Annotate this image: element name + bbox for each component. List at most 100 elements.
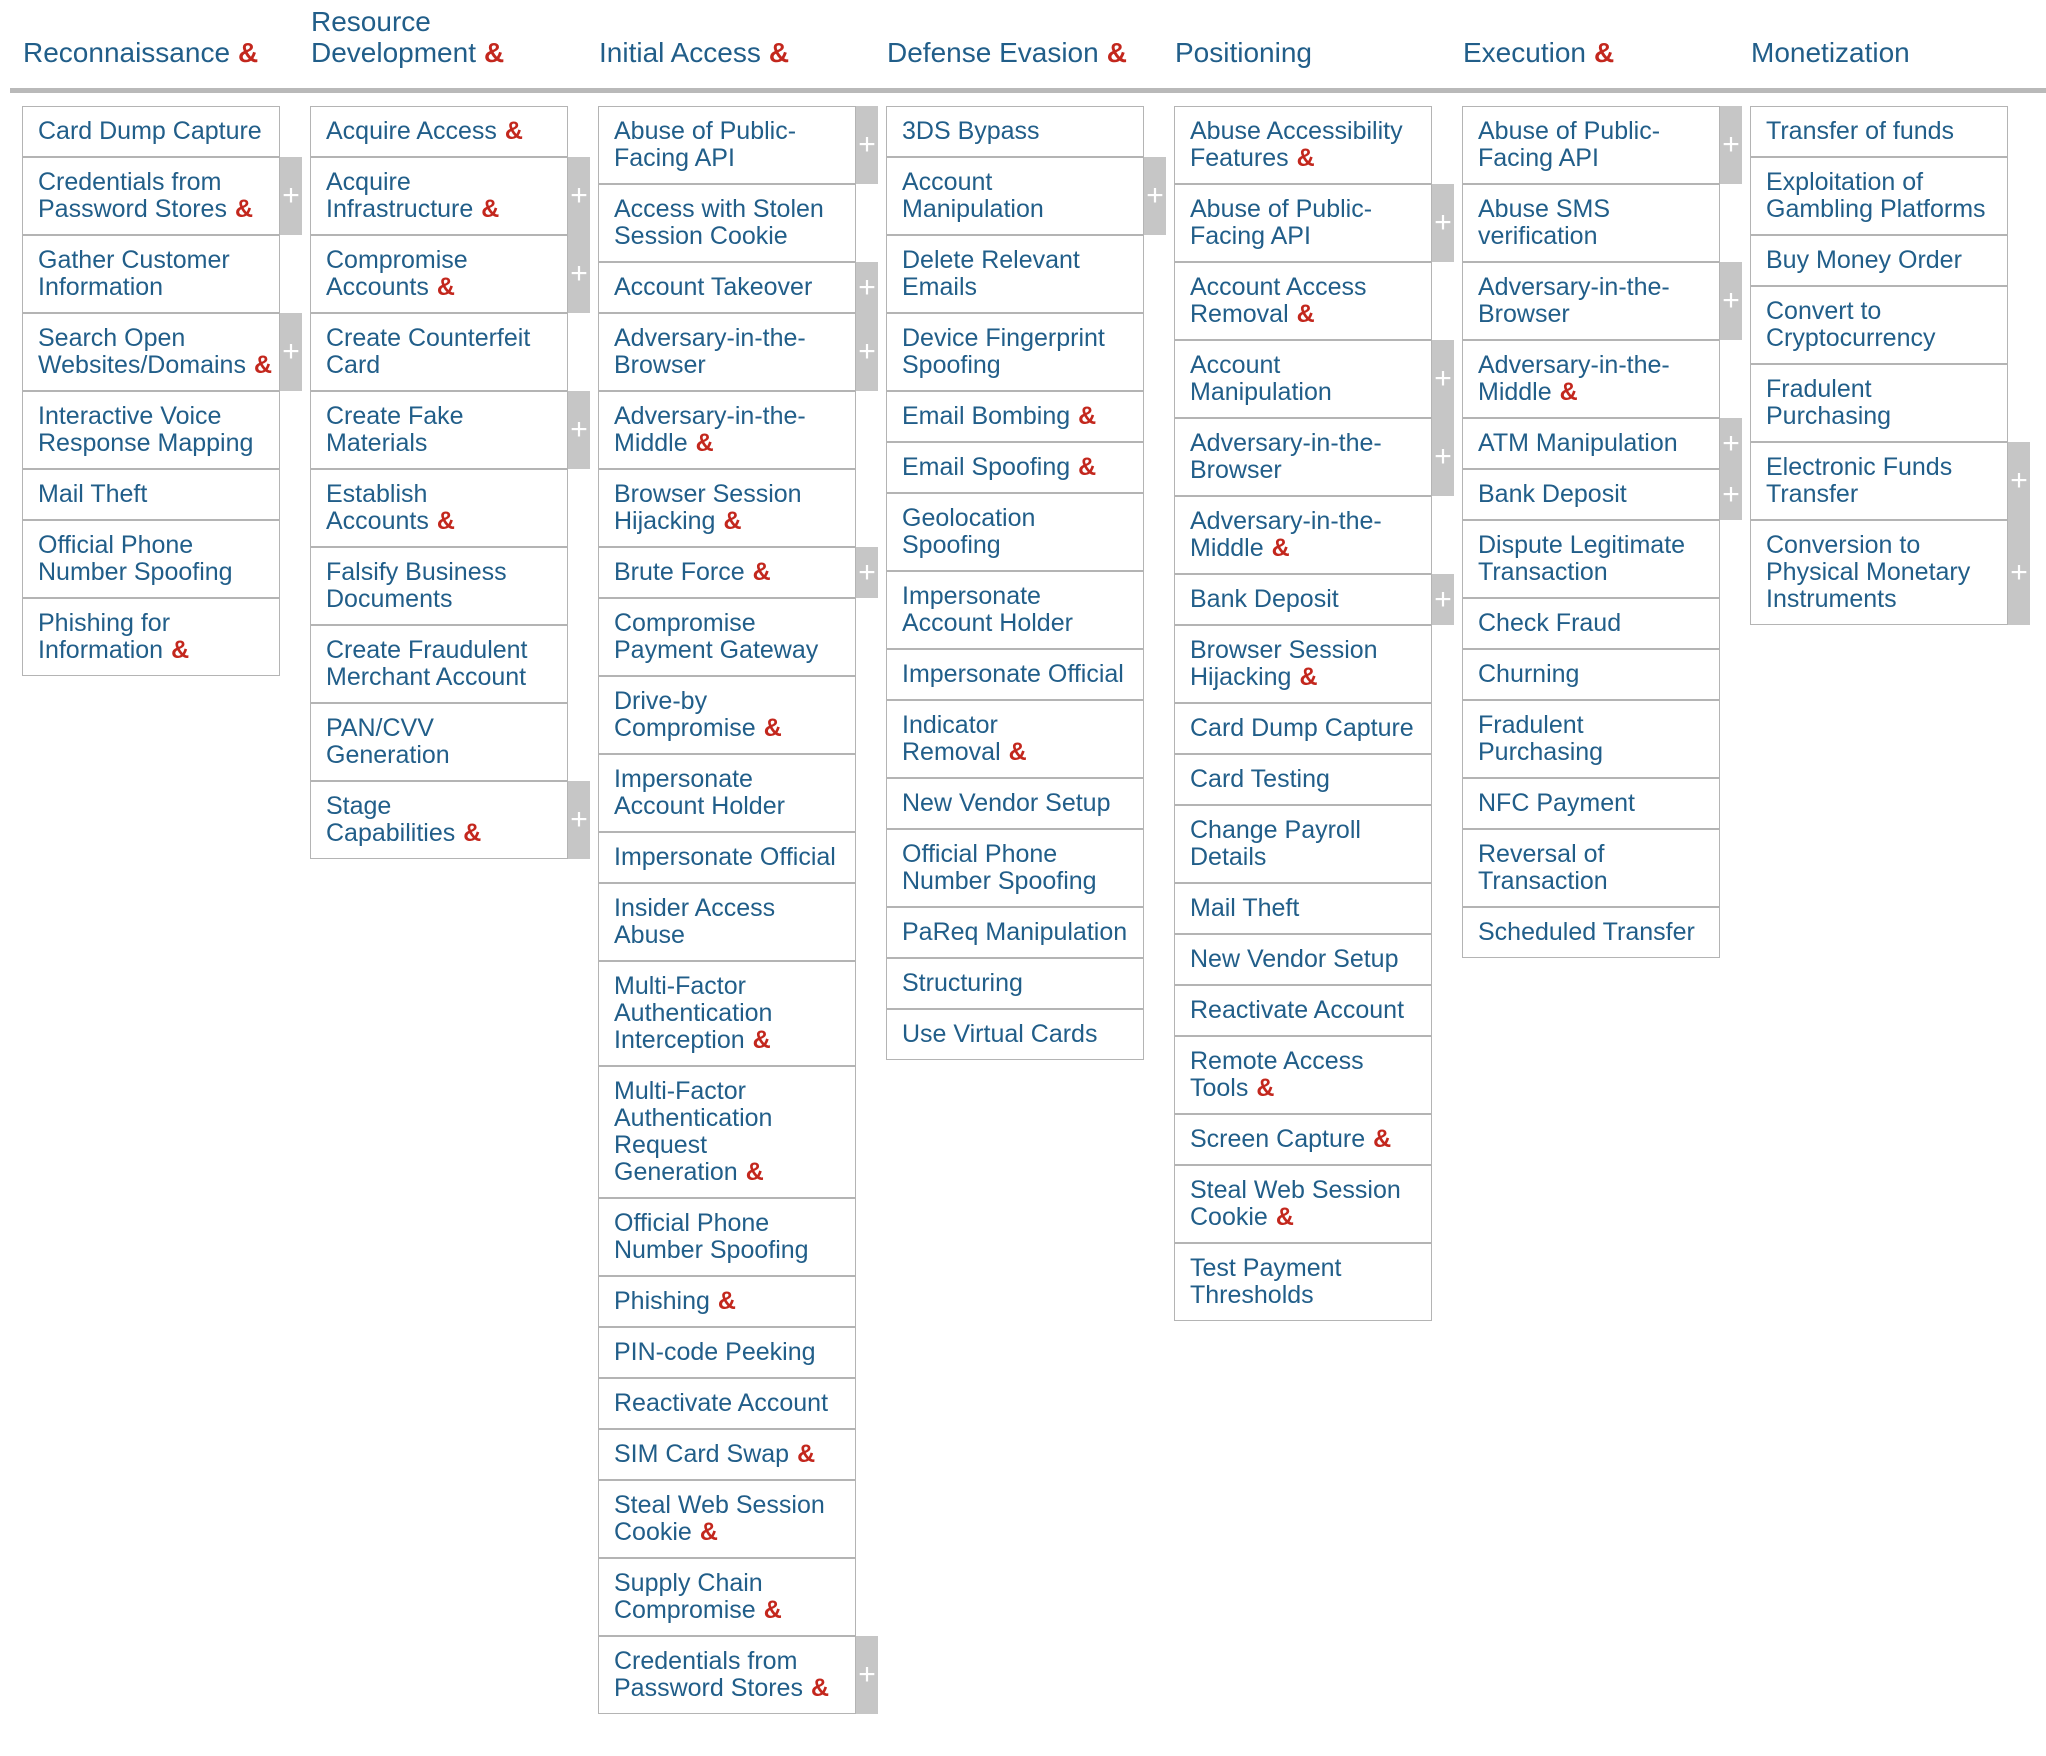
technique-cell[interactable]: Insider Access Abuse [598,883,856,961]
technique-cell[interactable]: Browser Session Hijacking & [1174,625,1432,703]
technique-cell[interactable]: Account Takeover + [598,262,878,313]
subtechniques-plus-tab[interactable]: + [568,391,590,469]
technique-cell[interactable]: Official Phone Number Spoofing [22,520,280,598]
technique-cell[interactable]: Compromise Accounts & + [310,235,590,313]
technique-cell[interactable]: PAN/CVV Generation [310,703,568,781]
technique-cell[interactable]: Create Fraudulent Merchant Account [310,625,568,703]
technique-cell[interactable]: Electronic Funds Transfer + [1750,442,2030,520]
subtechniques-plus-tab[interactable]: + [1432,574,1454,625]
subtechniques-plus-tab[interactable]: + [1720,418,1742,469]
technique-cell[interactable]: New Vendor Setup [1174,934,1432,985]
technique-cell[interactable]: Reactivate Account [598,1378,856,1429]
technique-cell[interactable]: Structuring [886,958,1144,1009]
technique-cell[interactable]: Brute Force & + [598,547,878,598]
technique-cell[interactable]: Abuse Accessibility Features & [1174,106,1432,184]
technique-cell[interactable]: Email Spoofing & [886,442,1144,493]
subtechniques-plus-tab[interactable]: + [568,235,590,313]
technique-cell[interactable]: Phishing & [598,1276,856,1327]
technique-cell[interactable]: Delete Relevant Emails [886,235,1144,313]
technique-cell[interactable]: Adversary-in-the- Browser + [598,313,878,391]
subtechniques-plus-tab[interactable]: + [280,157,302,235]
technique-cell[interactable]: Abuse of Public- Facing API + [1174,184,1454,262]
technique-cell[interactable]: Account Manipulation + [886,157,1166,235]
technique-cell[interactable]: Adversary-in-the- Middle & [1174,496,1432,574]
technique-cell[interactable]: Geolocation Spoofing [886,493,1144,571]
subtechniques-plus-tab[interactable]: + [856,313,878,391]
technique-cell[interactable]: Dispute Legitimate Transaction [1462,520,1720,598]
technique-cell[interactable]: Impersonate Account Holder [598,754,856,832]
technique-cell[interactable]: Convert to Cryptocurrency [1750,286,2008,364]
technique-cell[interactable]: Abuse of Public- Facing API + [598,106,878,184]
subtechniques-plus-tab[interactable]: + [1720,106,1742,184]
technique-cell[interactable]: Interactive Voice Response Mapping [22,391,280,469]
technique-cell[interactable]: Reversal of Transaction [1462,829,1720,907]
technique-cell[interactable]: Search Open Websites/Domains & + [22,313,302,391]
technique-cell[interactable]: NFC Payment [1462,778,1720,829]
technique-cell[interactable]: Card Dump Capture [22,106,280,157]
subtechniques-plus-tab[interactable]: + [1432,418,1454,496]
technique-cell[interactable]: Multi-Factor Authentication Interception… [598,961,856,1066]
technique-cell[interactable]: Mail Theft [22,469,280,520]
technique-cell[interactable]: Buy Money Order [1750,235,2008,286]
technique-cell[interactable]: Gather Customer Information [22,235,280,313]
technique-cell[interactable]: Acquire Access & [310,106,568,157]
subtechniques-plus-tab[interactable]: + [856,106,878,184]
technique-cell[interactable]: Device Fingerprint Spoofing [886,313,1144,391]
technique-cell[interactable]: Create Fake Materials + [310,391,590,469]
technique-cell[interactable]: Steal Web Session Cookie & [598,1480,856,1558]
technique-cell[interactable]: Exploitation of Gambling Platforms [1750,157,2008,235]
technique-cell[interactable]: Card Dump Capture [1174,703,1432,754]
technique-cell[interactable]: Impersonate Official [886,649,1144,700]
technique-cell[interactable]: Fradulent Purchasing [1462,700,1720,778]
subtechniques-plus-tab[interactable]: + [856,547,878,598]
technique-cell[interactable]: Adversary-in-the- Browser + [1462,262,1742,340]
technique-cell[interactable]: Reactivate Account [1174,985,1432,1036]
technique-cell[interactable]: Adversary-in-the- Browser + [1174,418,1454,496]
subtechniques-plus-tab[interactable]: + [856,262,878,313]
subtechniques-plus-tab[interactable]: + [2008,520,2030,625]
subtechniques-plus-tab[interactable]: + [1432,340,1454,418]
subtechniques-plus-tab[interactable]: + [280,313,302,391]
technique-cell[interactable]: Change Payroll Details [1174,805,1432,883]
technique-cell[interactable]: Abuse SMS verification [1462,184,1720,262]
technique-cell[interactable]: Bank Deposit + [1174,574,1454,625]
technique-cell[interactable]: Account Manipulation + [1174,340,1454,418]
technique-cell[interactable]: Acquire Infrastructure & + [310,157,590,235]
technique-cell[interactable]: Official Phone Number Spoofing [886,829,1144,907]
technique-cell[interactable]: Official Phone Number Spoofing [598,1198,856,1276]
technique-cell[interactable]: Impersonate Account Holder [886,571,1144,649]
subtechniques-plus-tab[interactable]: + [1144,157,1166,235]
technique-cell[interactable]: Drive-by Compromise & [598,676,856,754]
subtechniques-plus-tab[interactable]: + [1432,184,1454,262]
technique-cell[interactable]: Steal Web Session Cookie & [1174,1165,1432,1243]
technique-cell[interactable]: PaReq Manipulation [886,907,1144,958]
technique-cell[interactable]: Account Access Removal & [1174,262,1432,340]
technique-cell[interactable]: Credentials from Password Stores & + [22,157,302,235]
technique-cell[interactable]: Check Fraud [1462,598,1720,649]
technique-cell[interactable]: Indicator Removal & [886,700,1144,778]
technique-cell[interactable]: Bank Deposit + [1462,469,1742,520]
technique-cell[interactable]: Card Testing [1174,754,1432,805]
technique-cell[interactable]: Test Payment Thresholds [1174,1243,1432,1321]
subtechniques-plus-tab[interactable]: + [1720,469,1742,520]
technique-cell[interactable]: Phishing for Information & [22,598,280,676]
technique-cell[interactable]: Screen Capture & [1174,1114,1432,1165]
technique-cell[interactable]: Stage Capabilities & + [310,781,590,859]
technique-cell[interactable]: PIN-code Peeking [598,1327,856,1378]
technique-cell[interactable]: Conversion to Physical Monetary Instrume… [1750,520,2030,625]
technique-cell[interactable]: Multi-Factor Authentication Request Gene… [598,1066,856,1198]
subtechniques-plus-tab[interactable]: + [856,1636,878,1714]
technique-cell[interactable]: Access with Stolen Session Cookie [598,184,856,262]
technique-cell[interactable]: Supply Chain Compromise & [598,1558,856,1636]
technique-cell[interactable]: Credentials from Password Stores & + [598,1636,878,1714]
technique-cell[interactable]: Compromise Payment Gateway [598,598,856,676]
technique-cell[interactable]: Browser Session Hijacking & [598,469,856,547]
technique-cell[interactable]: Adversary-in-the- Middle & [1462,340,1720,418]
technique-cell[interactable]: Email Bombing & [886,391,1144,442]
technique-cell[interactable]: SIM Card Swap & [598,1429,856,1480]
technique-cell[interactable]: Scheduled Transfer [1462,907,1720,958]
technique-cell[interactable]: Abuse of Public- Facing API + [1462,106,1742,184]
technique-cell[interactable]: Impersonate Official [598,832,856,883]
subtechniques-plus-tab[interactable]: + [568,781,590,859]
technique-cell[interactable]: New Vendor Setup [886,778,1144,829]
